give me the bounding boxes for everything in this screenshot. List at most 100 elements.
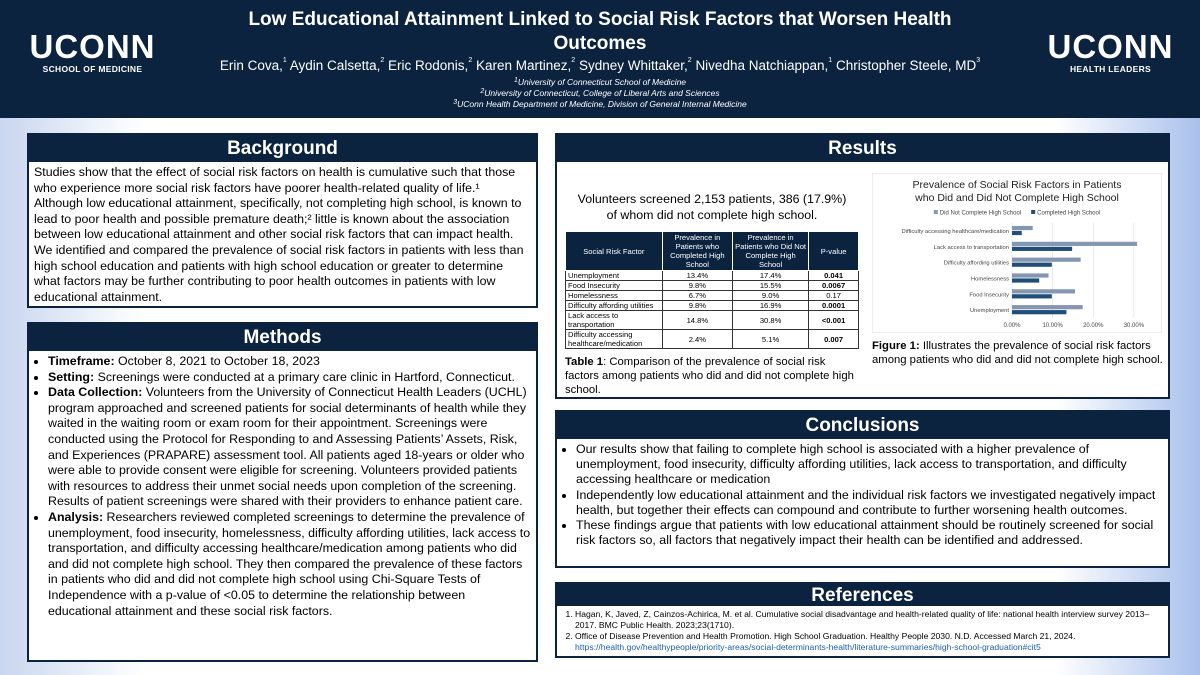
methods-item: Data Collection: Volunteers from the Uni… xyxy=(48,385,531,510)
table-cell: Difficulty accessing healthcare/medicati… xyxy=(565,329,663,349)
results-left-column: Volunteers screened 2,153 patients, 386 … xyxy=(565,191,859,397)
x-tick-label: 10.00% xyxy=(1042,323,1063,329)
results-table: Social Risk Factor Prevalence in Patients… xyxy=(565,231,859,349)
references-heading: References xyxy=(557,584,1168,606)
bar-chart: Prevalence of Social Risk Factors in Pat… xyxy=(872,173,1162,333)
table-header: Prevalence in Patients who Completed Hig… xyxy=(661,231,734,271)
category-label: Homelessness xyxy=(971,276,1009,282)
author: Erin Cova, xyxy=(219,58,283,73)
table-cell: 2.4% xyxy=(661,329,734,349)
conclusions-panel: Conclusions Our results show that failin… xyxy=(555,410,1170,568)
author-affiliation-mark: 1 xyxy=(828,57,833,64)
bar xyxy=(1012,257,1081,262)
results-heading: Results xyxy=(557,135,1168,162)
background-heading: Background xyxy=(29,135,536,162)
table-cell: 9.8% xyxy=(661,280,734,291)
references-panel: References Hagan, K, Javed, Z, Cainzos-A… xyxy=(555,582,1170,658)
table-cell: 0.0067 xyxy=(808,280,859,291)
table-cell: 16.9% xyxy=(731,300,810,311)
bar xyxy=(1012,305,1083,310)
table-cell: 30.8% xyxy=(731,310,810,330)
conclusion-item: Independently low educational attainment… xyxy=(576,488,1163,518)
table-cell: 9.8% xyxy=(661,300,734,311)
poster-header: UCONN SCHOOL OF MEDICINE Low Educational… xyxy=(0,0,1200,118)
x-tick-label: 30.00% xyxy=(1124,323,1145,329)
author-affiliation-mark: 3 xyxy=(976,57,981,64)
x-tick-label: 0.00% xyxy=(1003,323,1021,329)
category-label: Food Insecurity xyxy=(969,292,1009,298)
table-cell: 0.0001 xyxy=(808,300,859,311)
affiliation: 3UConn Health Department of Medicine, Di… xyxy=(453,99,747,109)
bar xyxy=(1012,273,1049,278)
results-right-column: Prevalence of Social Risk Factors in Pat… xyxy=(872,173,1164,367)
references-list: Hagan, K, Javed, Z, Cainzos-Achirica, M.… xyxy=(557,606,1168,653)
table-cell: Unemployment xyxy=(565,270,663,281)
bar xyxy=(1012,278,1040,283)
results-summary: Volunteers screened 2,153 patients, 386 … xyxy=(577,192,847,222)
author-affiliation-mark: 2 xyxy=(380,57,385,64)
table-row: Difficulty affording utilities 9.8% 16.9% 0… xyxy=(565,300,859,311)
bar xyxy=(1012,294,1052,299)
bar xyxy=(1012,246,1073,251)
category-label: Lack access to transportation xyxy=(934,245,1009,251)
author: Aydin Calsetta, xyxy=(289,58,381,73)
table-cell: 13.4% xyxy=(661,270,734,281)
legend-swatch xyxy=(1031,210,1036,214)
table-header: P-value xyxy=(808,231,859,271)
table-row: Food Insecurity 9.8% 15.5% 0.0067 xyxy=(565,280,859,291)
methods-panel: Methods Timeframe: October 8, 2021 to Oc… xyxy=(27,322,538,662)
table-caption: Table 1: Comparison of the prevalence of… xyxy=(565,356,854,396)
table-row: Lack access to transportation 14.8% 30.8% <… xyxy=(565,310,859,330)
author-affiliation-mark: 2 xyxy=(468,57,473,64)
author: Eric Rodonis, xyxy=(388,58,469,73)
legend-label: Did Not Complete High School xyxy=(940,211,1021,217)
bar xyxy=(1012,262,1052,267)
uconn-health-leaders-logo: UCONN HEALTH LEADERS xyxy=(1047,28,1174,75)
category-label: Difficulty affording utilities xyxy=(944,261,1009,267)
table-cell: 0.17 xyxy=(808,290,859,301)
table-cell: 0.041 xyxy=(808,270,859,281)
reference-item: Office of Disease Prevention and Health … xyxy=(575,631,1163,653)
background-text: Studies show that the effect of social r… xyxy=(34,165,524,304)
table-cell: 17.4% xyxy=(731,270,810,281)
figure-caption: Figure 1: Illustrates the prevalence of … xyxy=(872,340,1163,366)
legend-swatch xyxy=(933,210,938,214)
conclusion-item: Our results show that failing to complet… xyxy=(576,442,1163,488)
reference-link[interactable]: https://health.gov/healthypeople/priorit… xyxy=(575,642,1041,652)
author: Sydney Whittaker, xyxy=(578,58,688,73)
methods-item: Setting: Screenings were conducted at a … xyxy=(48,370,531,386)
table-row: Unemployment 13.4% 17.4% 0.041 xyxy=(565,270,859,281)
results-panel: Results Volunteers screened 2,153 patien… xyxy=(555,133,1170,399)
author: Karen Martinez, xyxy=(475,58,572,73)
affiliations: 1University of Connecticut School of Med… xyxy=(300,77,900,110)
conclusions-heading: Conclusions xyxy=(557,412,1168,439)
table-row: Homelessness 6.7% 9.0% 0.17 xyxy=(565,290,859,301)
conclusion-item: These findings argue that patients with … xyxy=(576,518,1163,548)
x-tick-label: 20.00% xyxy=(1083,323,1104,329)
table-cell: 0.007 xyxy=(808,329,859,349)
author-affiliation-mark: 2 xyxy=(571,57,576,64)
table-cell: <0.001 xyxy=(808,310,859,330)
bar xyxy=(1012,230,1022,236)
table-cell: Difficulty affording utilities xyxy=(565,300,663,311)
bar xyxy=(1012,310,1067,315)
category-label: Difficulty accessing healthcare/medicati… xyxy=(901,229,1009,235)
table-cell: 9.0% xyxy=(731,290,810,301)
reference-item: Hagan, K, Javed, Z, Cainzos-Achirica, M.… xyxy=(575,609,1163,631)
table-header: Prevalence in Patients who Did Not Compl… xyxy=(731,231,810,271)
legend-label: Completed High School xyxy=(1037,211,1100,217)
bar xyxy=(1012,289,1075,294)
chart-title-line2: who Did and Did Not Complete High School xyxy=(914,192,1119,204)
methods-item: Analysis: Researchers reviewed completed… xyxy=(48,510,531,619)
table-cell: 15.5% xyxy=(731,280,810,291)
methods-item: Timeframe: October 8, 2021 to October 18… xyxy=(48,354,531,370)
table-header: Social Risk Factor xyxy=(565,231,663,271)
conclusions-list: Our results show that failing to complet… xyxy=(562,442,1163,548)
category-label: Unemployment xyxy=(970,308,1009,314)
table-cell: 6.7% xyxy=(661,290,734,301)
author: Nivedha Natchiappan, xyxy=(695,58,829,73)
table-cell: Lack access to transportation xyxy=(565,310,663,330)
background-panel: Background Studies show that the effect … xyxy=(27,133,538,308)
affiliation: 2University of Connecticut, College of L… xyxy=(480,88,720,98)
authors: Erin Cova,1 Aydin Calsetta,2 Eric Rodoni… xyxy=(170,57,1030,74)
